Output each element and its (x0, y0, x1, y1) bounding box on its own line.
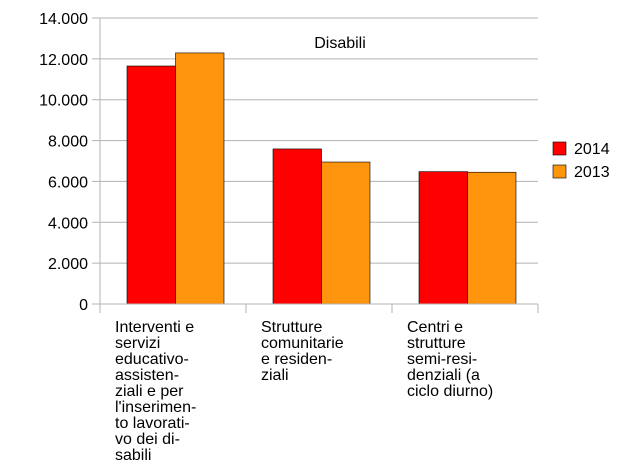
y-tick-label: 2.000 (48, 256, 88, 273)
y-tick-label: 12.000 (39, 52, 88, 69)
y-tick-label: 6.000 (48, 174, 88, 191)
y-tick-label: 0 (79, 297, 88, 314)
bar (321, 161, 371, 305)
bar (418, 171, 468, 305)
legend-label: 2014 (574, 141, 610, 158)
chart-title: Disabili (314, 35, 366, 52)
legend-swatch (552, 141, 567, 156)
x-tick-label: Centri e strutture semi-resi-denziali (a ci… (407, 319, 493, 400)
legend-swatch (552, 164, 567, 179)
y-tick-label: 10.000 (39, 93, 88, 110)
y-tick-label: 14.000 (39, 11, 88, 28)
bar (126, 65, 176, 305)
y-tick-label: 8.000 (48, 134, 88, 151)
legend-label: 2013 (574, 164, 610, 181)
x-tick-label: Interventi e servizi educativo-assisten-zi… (115, 319, 196, 461)
x-tick-label: Strutture comunitarie e residen-ziali (261, 319, 344, 384)
bar (272, 148, 322, 305)
bar (175, 52, 225, 305)
bar (467, 171, 517, 305)
y-tick-label: 4.000 (48, 215, 88, 232)
